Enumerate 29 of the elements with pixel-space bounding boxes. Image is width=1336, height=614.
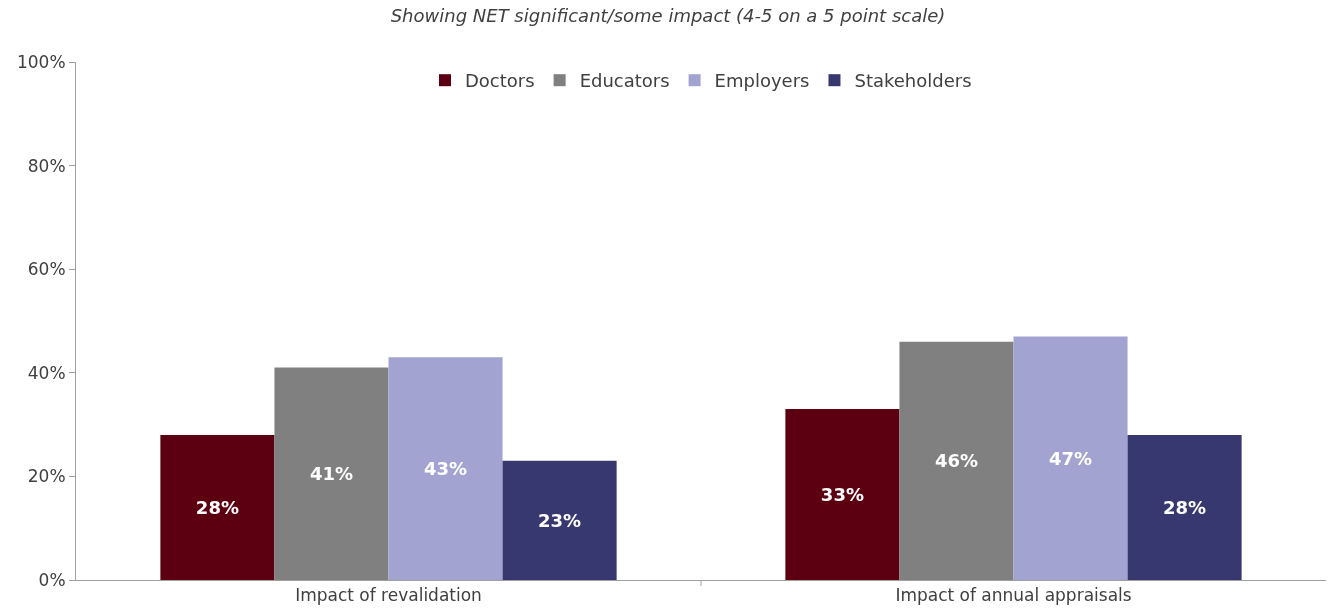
bar xyxy=(785,409,900,580)
x-tick-label: Impact of annual appraisals xyxy=(895,585,1132,606)
bar xyxy=(502,460,617,580)
data-label: 47% xyxy=(1048,447,1093,469)
x-tick-label: Impact of revalidation xyxy=(295,585,482,606)
data-label: 41% xyxy=(309,463,354,485)
y-tick-label: 80% xyxy=(27,155,66,176)
bar xyxy=(160,434,275,580)
bar xyxy=(274,367,389,580)
data-label: 23% xyxy=(538,509,582,531)
bar xyxy=(388,357,503,580)
legend-label: Employers xyxy=(714,70,810,92)
y-tick-label: 20% xyxy=(27,466,66,487)
data-label: 46% xyxy=(934,450,979,472)
legend-label: Educators xyxy=(579,70,670,92)
bar xyxy=(1013,336,1128,580)
y-tick-label: 60% xyxy=(27,259,66,280)
data-label: 28% xyxy=(195,496,239,518)
chart-title: Showing NET significant/some impact (4-5 on a 5 point scale) xyxy=(390,4,946,26)
y-tick-label: 40% xyxy=(27,362,66,383)
y-tick-label: 100% xyxy=(16,51,66,72)
data-label: 43% xyxy=(423,458,468,480)
data-label: 28% xyxy=(1163,496,1207,518)
bar xyxy=(899,341,1014,580)
y-tick-label: 0% xyxy=(38,569,66,590)
data-label: 33% xyxy=(820,484,864,506)
legend-label: Stakeholders xyxy=(854,70,972,92)
bar xyxy=(1127,434,1242,580)
legend-label: Doctors xyxy=(465,70,535,92)
